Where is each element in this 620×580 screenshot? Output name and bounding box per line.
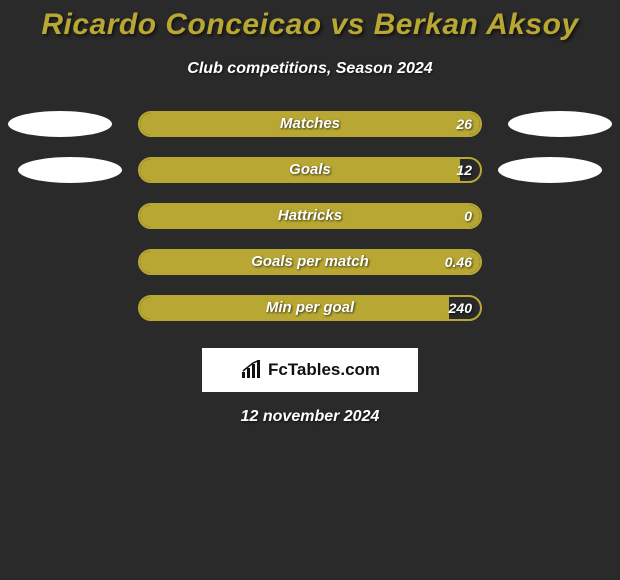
subtitle: Club competitions, Season 2024 <box>0 60 620 78</box>
bar-track <box>138 111 482 137</box>
bar-fill <box>140 205 480 227</box>
stats-chart: Matches26Goals12Hattricks0Goals per matc… <box>0 106 620 336</box>
stat-row: Hattricks0 <box>0 198 620 244</box>
stat-row: Matches26 <box>0 106 620 152</box>
bar-track <box>138 203 482 229</box>
bar-fill <box>140 251 480 273</box>
stat-row: Goals12 <box>0 152 620 198</box>
left-marker <box>18 157 122 183</box>
stat-row: Min per goal240 <box>0 290 620 336</box>
page-title: Ricardo Conceicao vs Berkan Aksoy <box>0 8 620 42</box>
right-marker <box>498 157 602 183</box>
comparison-card: Ricardo Conceicao vs Berkan Aksoy Club c… <box>0 0 620 426</box>
bar-fill <box>140 159 460 181</box>
logo-text: FcTables.com <box>268 360 380 380</box>
bar-track <box>138 157 482 183</box>
date-label: 12 november 2024 <box>0 408 620 426</box>
chart-icon <box>240 360 264 380</box>
left-marker <box>8 111 112 137</box>
bar-track <box>138 249 482 275</box>
right-marker <box>508 111 612 137</box>
bar-track <box>138 295 482 321</box>
source-logo: FcTables.com <box>202 348 418 392</box>
bar-fill <box>140 113 480 135</box>
bar-fill <box>140 297 449 319</box>
stat-row: Goals per match0.46 <box>0 244 620 290</box>
